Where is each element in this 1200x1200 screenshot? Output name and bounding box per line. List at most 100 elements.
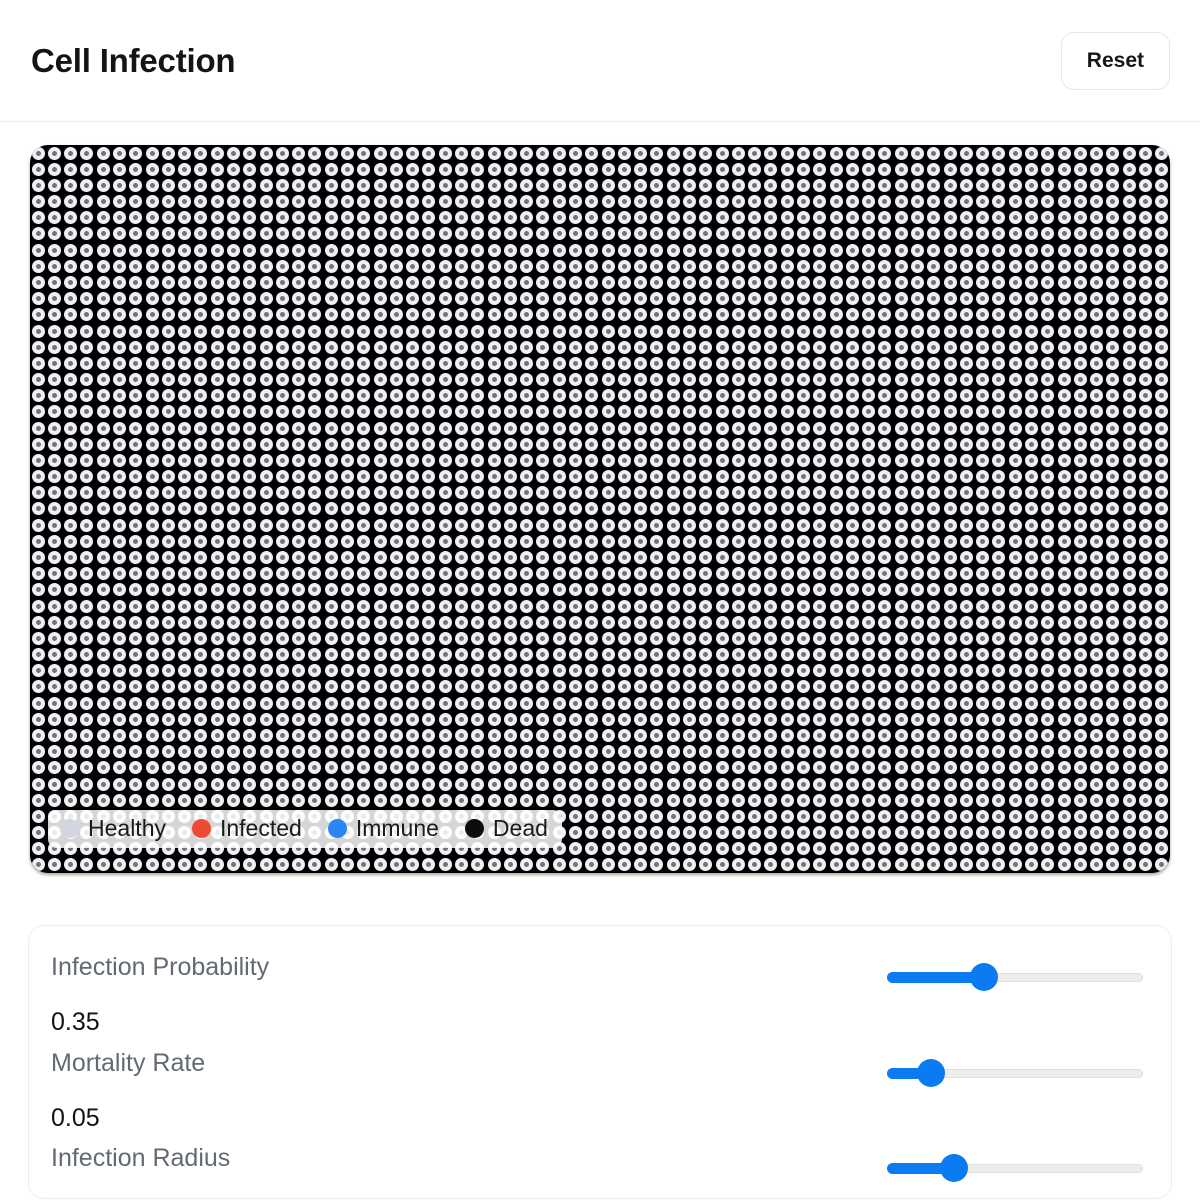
- grid-cell[interactable]: [453, 323, 469, 339]
- grid-cell[interactable]: [95, 226, 111, 242]
- grid-cell[interactable]: [584, 420, 600, 436]
- grid-cell[interactable]: [193, 242, 209, 258]
- grid-cell[interactable]: [861, 485, 877, 501]
- grid-cell[interactable]: [926, 226, 942, 242]
- grid-cell[interactable]: [584, 695, 600, 711]
- grid-cell[interactable]: [535, 663, 551, 679]
- grid-cell[interactable]: [388, 388, 404, 404]
- grid-cell[interactable]: [1089, 242, 1105, 258]
- grid-cell[interactable]: [519, 647, 535, 663]
- grid-cell[interactable]: [649, 614, 665, 630]
- grid-cell[interactable]: [958, 614, 974, 630]
- grid-cell[interactable]: [828, 339, 844, 355]
- grid-cell[interactable]: [242, 226, 258, 242]
- grid-cell[interactable]: [763, 598, 779, 614]
- grid-cell[interactable]: [519, 469, 535, 485]
- grid-cell[interactable]: [535, 469, 551, 485]
- grid-cell[interactable]: [1072, 226, 1088, 242]
- grid-cell[interactable]: [1072, 210, 1088, 226]
- grid-cell[interactable]: [681, 533, 697, 549]
- grid-cell[interactable]: [877, 323, 893, 339]
- grid-cell[interactable]: [405, 711, 421, 727]
- grid-cell[interactable]: [1023, 242, 1039, 258]
- grid-cell[interactable]: [1105, 404, 1121, 420]
- grid-cell[interactable]: [421, 582, 437, 598]
- grid-cell[interactable]: [63, 210, 79, 226]
- grid-cell[interactable]: [975, 177, 991, 193]
- grid-cell[interactable]: [291, 177, 307, 193]
- grid-cell[interactable]: [79, 533, 95, 549]
- grid-cell[interactable]: [1056, 194, 1072, 210]
- grid-cell[interactable]: [861, 339, 877, 355]
- grid-cell[interactable]: [291, 242, 307, 258]
- grid-cell[interactable]: [958, 647, 974, 663]
- grid-cell[interactable]: [177, 647, 193, 663]
- grid-cell[interactable]: [421, 452, 437, 468]
- grid-cell[interactable]: [291, 404, 307, 420]
- grid-cell[interactable]: [551, 323, 567, 339]
- grid-cell[interactable]: [1089, 549, 1105, 565]
- grid-cell[interactable]: [323, 485, 339, 501]
- grid-cell[interactable]: [209, 404, 225, 420]
- grid-cell[interactable]: [584, 274, 600, 290]
- grid-cell[interactable]: [388, 452, 404, 468]
- grid-cell[interactable]: [225, 647, 241, 663]
- grid-cell[interactable]: [128, 291, 144, 307]
- grid-cell[interactable]: [567, 242, 583, 258]
- grid-cell[interactable]: [63, 517, 79, 533]
- grid-cell[interactable]: [714, 647, 730, 663]
- grid-cell[interactable]: [763, 177, 779, 193]
- grid-cell[interactable]: [747, 517, 763, 533]
- grid-cell[interactable]: [486, 420, 502, 436]
- grid-cell[interactable]: [1056, 242, 1072, 258]
- grid-cell[interactable]: [437, 630, 453, 646]
- grid-cell[interactable]: [926, 533, 942, 549]
- grid-cell[interactable]: [339, 258, 355, 274]
- grid-cell[interactable]: [584, 388, 600, 404]
- grid-cell[interactable]: [209, 226, 225, 242]
- grid-cell[interactable]: [307, 695, 323, 711]
- grid-cell[interactable]: [600, 566, 616, 582]
- grid-cell[interactable]: [421, 549, 437, 565]
- grid-cell[interactable]: [795, 194, 811, 210]
- grid-cell[interactable]: [144, 469, 160, 485]
- grid-cell[interactable]: [177, 549, 193, 565]
- grid-cell[interactable]: [893, 145, 909, 161]
- grid-cell[interactable]: [1154, 226, 1170, 242]
- grid-cell[interactable]: [844, 420, 860, 436]
- grid-cell[interactable]: [763, 242, 779, 258]
- grid-cell[interactable]: [649, 161, 665, 177]
- grid-cell[interactable]: [877, 501, 893, 517]
- grid-cell[interactable]: [1121, 291, 1137, 307]
- grid-cell[interactable]: [274, 355, 290, 371]
- grid-cell[interactable]: [551, 566, 567, 582]
- grid-cell[interactable]: [893, 371, 909, 387]
- grid-cell[interactable]: [1121, 663, 1137, 679]
- grid-cell[interactable]: [209, 258, 225, 274]
- grid-cell[interactable]: [681, 274, 697, 290]
- grid-cell[interactable]: [861, 695, 877, 711]
- grid-cell[interactable]: [421, 469, 437, 485]
- grid-cell[interactable]: [535, 388, 551, 404]
- grid-cell[interactable]: [649, 177, 665, 193]
- grid-cell[interactable]: [79, 226, 95, 242]
- grid-cell[interactable]: [502, 274, 518, 290]
- grid-cell[interactable]: [46, 485, 62, 501]
- grid-cell[interactable]: [730, 517, 746, 533]
- grid-cell[interactable]: [567, 194, 583, 210]
- grid-cell[interactable]: [616, 436, 632, 452]
- grid-cell[interactable]: [470, 274, 486, 290]
- grid-cell[interactable]: [486, 598, 502, 614]
- grid-cell[interactable]: [1023, 291, 1039, 307]
- grid-cell[interactable]: [421, 695, 437, 711]
- grid-cell[interactable]: [46, 161, 62, 177]
- grid-cell[interactable]: [812, 388, 828, 404]
- grid-cell[interactable]: [812, 161, 828, 177]
- grid-cell[interactable]: [339, 274, 355, 290]
- grid-cell[interactable]: [193, 388, 209, 404]
- grid-cell[interactable]: [975, 323, 991, 339]
- grid-cell[interactable]: [877, 469, 893, 485]
- grid-cell[interactable]: [698, 598, 714, 614]
- grid-cell[interactable]: [649, 274, 665, 290]
- grid-cell[interactable]: [274, 339, 290, 355]
